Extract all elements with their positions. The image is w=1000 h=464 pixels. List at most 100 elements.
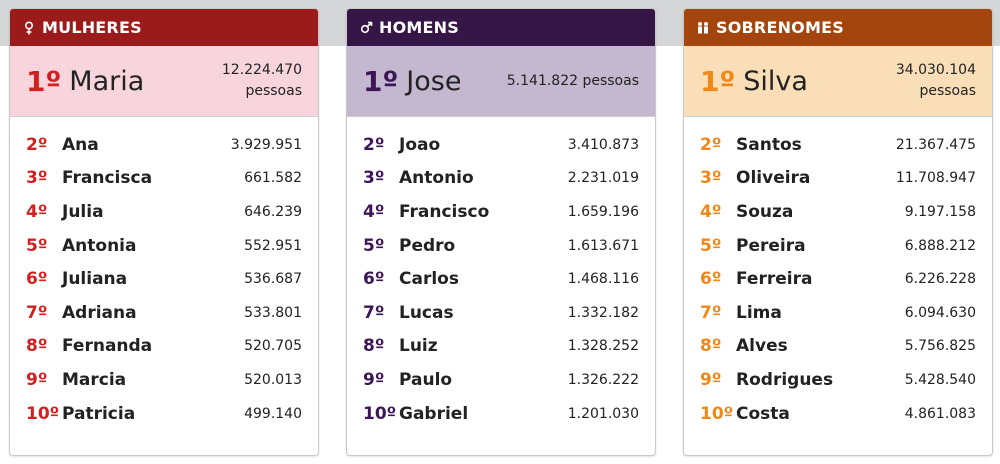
name-label: Alves bbox=[736, 336, 788, 357]
rank-label: 4º bbox=[363, 201, 385, 222]
name-label: Antonio bbox=[399, 168, 474, 189]
ranking-row: 8º Fernanda 520.705 bbox=[10, 330, 318, 364]
count-label: 11.708.947 bbox=[895, 170, 976, 187]
female-symbol-icon bbox=[22, 20, 36, 35]
family-people-icon bbox=[696, 21, 710, 35]
rank-label: 3º bbox=[363, 168, 385, 189]
rank-label: 6º bbox=[700, 269, 722, 290]
rank-label: 10º bbox=[363, 403, 397, 424]
rank-label: 3º bbox=[26, 168, 48, 189]
count-label: 1.659.196 bbox=[567, 203, 639, 220]
count-label: 520.013 bbox=[244, 371, 302, 388]
name-label: Patricia bbox=[62, 403, 136, 424]
panel-header: MULHERES bbox=[10, 9, 318, 46]
count-label: 552.951 bbox=[244, 237, 302, 254]
rank-label: 1º bbox=[363, 64, 399, 98]
ranking-row: 7º Adriana 533.801 bbox=[10, 296, 318, 330]
count-label: 1.328.252 bbox=[567, 338, 639, 355]
count-label: 6.888.212 bbox=[904, 237, 976, 254]
ranking-list: 2º Santos 21.367.475 3º Oliveira 11.708.947 4º… bbox=[684, 117, 992, 430]
panel-title: SOBRENOMES bbox=[716, 18, 844, 37]
divider bbox=[684, 116, 992, 117]
count-label: 34.030.104 pessoas bbox=[896, 60, 976, 102]
count-label: 1.201.030 bbox=[567, 405, 639, 422]
count-value: 34.030.104 bbox=[895, 62, 976, 78]
count-label: 2.231.019 bbox=[567, 170, 639, 187]
count-value: 5.141.822 pessoas bbox=[506, 72, 639, 89]
ranking-row: 7º Lucas 1.332.182 bbox=[347, 296, 655, 330]
divider bbox=[10, 116, 318, 117]
ranking-list: 2º Ana 3.929.951 3º Francisca 661.582 4º Julia 6… bbox=[10, 117, 318, 430]
count-label: 5.756.825 bbox=[904, 338, 976, 355]
rank-label: 2º bbox=[363, 134, 385, 155]
count-label: 5.141.822 pessoas bbox=[507, 71, 639, 92]
name-label: Maria bbox=[69, 65, 145, 97]
name-label: Souza bbox=[736, 201, 794, 222]
name-label: Pereira bbox=[736, 235, 806, 256]
ranking-row: 8º Luiz 1.328.252 bbox=[347, 330, 655, 364]
ranking-row: 3º Francisca 661.582 bbox=[10, 162, 318, 196]
count-label: 520.705 bbox=[244, 338, 302, 355]
rank-label: 5º bbox=[363, 235, 385, 256]
count-label: 3.410.873 bbox=[567, 136, 639, 153]
name-label: Pedro bbox=[399, 235, 456, 256]
ranking-row: 2º Ana 3.929.951 bbox=[10, 128, 318, 162]
name-label: Gabriel bbox=[399, 403, 469, 424]
rank-label: 8º bbox=[700, 336, 722, 357]
ranking-row: 2º Joao 3.410.873 bbox=[347, 128, 655, 162]
divider bbox=[347, 116, 655, 117]
count-label: 1.332.182 bbox=[567, 304, 639, 321]
panel-sobrenomes: SOBRENOMES 1º Silva 34.030.104 pessoas 2… bbox=[683, 8, 993, 456]
count-label: 12.224.470 pessoas bbox=[222, 60, 302, 102]
panel-mulheres: MULHERES 1º Maria 12.224.470 pessoas 2º A… bbox=[9, 8, 319, 456]
name-label: Oliveira bbox=[736, 168, 811, 189]
ranking-row: 4º Julia 646.239 bbox=[10, 195, 318, 229]
count-label: 1.613.671 bbox=[567, 237, 639, 254]
rank-label: 10º bbox=[700, 403, 734, 424]
rank-label: 2º bbox=[26, 134, 48, 155]
ranking-row: 5º Pedro 1.613.671 bbox=[347, 229, 655, 263]
ranking-row: 3º Antonio 2.231.019 bbox=[347, 162, 655, 196]
ranking-list: 2º Joao 3.410.873 3º Antonio 2.231.019 4º Franc… bbox=[347, 117, 655, 430]
count-label: 536.687 bbox=[244, 271, 302, 288]
ranking-row: 7º Lima 6.094.630 bbox=[684, 296, 992, 330]
ranking-row: 6º Juliana 536.687 bbox=[10, 262, 318, 296]
ranking-row: 8º Alves 5.756.825 bbox=[684, 330, 992, 364]
rank-label: 6º bbox=[26, 269, 48, 290]
count-label: 499.140 bbox=[244, 405, 302, 422]
name-label: Lima bbox=[736, 302, 782, 323]
ranking-row: 9º Marcia 520.013 bbox=[10, 363, 318, 397]
name-label: Jose bbox=[406, 65, 462, 97]
name-label: Francisco bbox=[399, 201, 490, 222]
count-label: 661.582 bbox=[244, 170, 302, 187]
rank-label: 2º bbox=[700, 134, 722, 155]
rank-label: 7º bbox=[700, 302, 722, 323]
rank-label: 3º bbox=[700, 168, 722, 189]
panel-header: SOBRENOMES bbox=[684, 9, 992, 46]
name-label: Lucas bbox=[399, 302, 454, 323]
name-label: Julia bbox=[62, 201, 104, 222]
ranking-row: 3º Oliveira 11.708.947 bbox=[684, 162, 992, 196]
rank-label: 8º bbox=[363, 336, 385, 357]
male-symbol-icon bbox=[359, 21, 373, 34]
name-label: Costa bbox=[736, 403, 790, 424]
ranking-row: 4º Francisco 1.659.196 bbox=[347, 195, 655, 229]
ranking-row: 4º Souza 9.197.158 bbox=[684, 195, 992, 229]
top-ranked-entry: 1º Jose 5.141.822 pessoas bbox=[347, 46, 655, 116]
rank-label: 1º bbox=[26, 64, 62, 98]
top-ranked-entry: 1º Maria 12.224.470 pessoas bbox=[10, 46, 318, 116]
ranking-row: 9º Rodrigues 5.428.540 bbox=[684, 363, 992, 397]
name-label: Fernanda bbox=[62, 336, 153, 357]
name-label: Carlos bbox=[399, 269, 459, 290]
count-label: 1.468.116 bbox=[567, 271, 639, 288]
count-unit: pessoas bbox=[245, 83, 302, 99]
name-label: Luiz bbox=[399, 336, 438, 357]
rank-label: 7º bbox=[26, 302, 48, 323]
name-label: Juliana bbox=[62, 269, 128, 290]
count-unit: pessoas bbox=[919, 83, 976, 99]
count-label: 533.801 bbox=[244, 304, 302, 321]
name-label: Ferreira bbox=[736, 269, 813, 290]
count-label: 5.428.540 bbox=[904, 371, 976, 388]
name-label: Antonia bbox=[62, 235, 137, 256]
count-label: 9.197.158 bbox=[904, 203, 976, 220]
